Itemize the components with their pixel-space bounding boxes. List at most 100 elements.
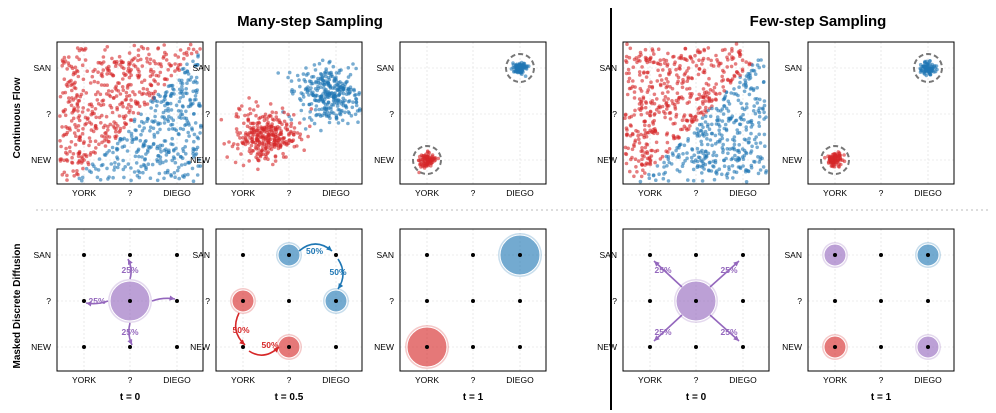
y-tick-label: NEW xyxy=(31,342,51,352)
scatter-point xyxy=(275,127,279,132)
scatter-point xyxy=(720,74,724,79)
scatter-point xyxy=(136,53,141,58)
x-tick-label: YORK xyxy=(72,188,96,198)
scatter-point xyxy=(110,56,114,61)
scatter-point xyxy=(701,125,705,130)
scatter-point xyxy=(255,152,260,157)
scatter-point xyxy=(76,151,81,156)
scatter-point xyxy=(194,50,199,54)
scatter-point xyxy=(252,132,256,137)
scatter-point xyxy=(139,164,143,169)
scatter-point xyxy=(667,160,671,165)
percent-label: 50% xyxy=(261,340,278,350)
scatter-point xyxy=(184,50,189,55)
scatter-point xyxy=(105,134,109,138)
scatter-point xyxy=(640,157,644,162)
scatter-point xyxy=(647,123,651,128)
y-tick-label: NEW xyxy=(374,155,394,165)
scatter-point xyxy=(744,128,749,132)
scatter-point xyxy=(417,158,421,163)
scatter-point xyxy=(336,101,341,105)
scatter-point xyxy=(338,80,342,84)
scatter-point xyxy=(116,81,120,85)
scatter-point xyxy=(103,123,107,128)
scatter-point xyxy=(289,117,294,122)
scatter-point xyxy=(326,100,331,105)
scatter-point xyxy=(712,165,716,169)
scatter-point xyxy=(118,63,122,67)
scatter-point xyxy=(61,109,66,113)
scatter-point xyxy=(70,160,74,165)
scatter-point xyxy=(164,159,168,163)
scatter-point xyxy=(714,92,719,96)
scatter-point xyxy=(639,112,644,117)
scatter-point xyxy=(139,57,143,62)
arrow-head xyxy=(654,335,660,341)
state-dot xyxy=(648,299,652,303)
scatter-point xyxy=(755,101,760,105)
scatter-point xyxy=(112,60,117,65)
scatter-point xyxy=(705,132,709,137)
scatter-point xyxy=(833,155,837,160)
scatter-point xyxy=(302,148,307,152)
scatter-point xyxy=(84,166,89,171)
scatter-point xyxy=(102,153,107,157)
y-tick-label: SAN xyxy=(193,63,210,73)
scatter-point xyxy=(286,75,290,80)
scatter-point xyxy=(680,118,685,123)
scatter-point xyxy=(640,149,645,153)
scatter-point xyxy=(191,89,195,94)
scatter-point xyxy=(280,140,285,144)
scatter-point xyxy=(248,136,252,140)
scatter-point xyxy=(173,53,178,57)
scatter-point xyxy=(272,138,277,142)
scatter-point xyxy=(169,73,174,78)
scatter-point xyxy=(155,178,160,183)
scatter-point xyxy=(315,93,319,98)
scatter-point xyxy=(668,85,672,89)
scatter-point xyxy=(347,111,352,115)
scatter-point xyxy=(663,95,668,99)
scatter-point xyxy=(648,113,653,118)
scatter-point xyxy=(341,91,346,96)
scatter-point xyxy=(666,80,670,84)
time-label: t = 0 xyxy=(120,392,141,403)
scatter-point xyxy=(623,116,627,120)
scatter-point xyxy=(169,108,174,112)
scatter-point xyxy=(725,138,730,142)
scatter-point xyxy=(158,146,162,151)
scatter-point xyxy=(165,170,170,175)
scatter-point xyxy=(75,46,80,50)
state-dot xyxy=(334,345,338,349)
scatter-point xyxy=(666,51,670,56)
scatter-point xyxy=(274,115,279,119)
scatter-point xyxy=(80,175,85,180)
scatter-point xyxy=(660,91,665,95)
scatter-point xyxy=(85,69,89,73)
row-label-continuous-flow: Continuous Flow xyxy=(12,77,23,158)
scatter-point xyxy=(299,137,304,142)
scatter-point xyxy=(729,64,734,69)
scatter-point xyxy=(272,142,277,147)
scatter-point xyxy=(108,71,112,76)
scatter-point xyxy=(339,91,343,95)
scatter-point xyxy=(98,92,103,97)
scatter-point xyxy=(654,140,659,145)
scatter-point xyxy=(681,152,685,156)
scatter-point xyxy=(664,58,669,63)
scatter-point xyxy=(336,121,341,125)
scatter-point xyxy=(308,124,312,129)
scatter-point xyxy=(113,161,117,165)
scatter-point xyxy=(271,133,276,137)
scatter-point xyxy=(710,122,714,127)
scatter-point xyxy=(626,146,630,151)
arrow-head xyxy=(733,261,739,267)
scatter-point xyxy=(643,163,647,167)
scatter-point xyxy=(706,57,710,61)
flow-panel: YORK? DIEGO SAN? NEW xyxy=(190,41,363,198)
scatter-point xyxy=(703,162,708,167)
scatter-point xyxy=(84,153,88,157)
scatter-point xyxy=(157,171,162,176)
scatter-point xyxy=(690,159,694,164)
scatter-point xyxy=(125,138,129,142)
